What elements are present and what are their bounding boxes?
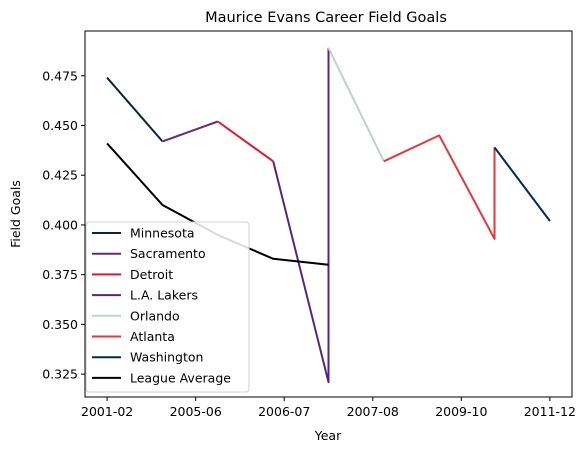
legend-label: Minnesota (130, 226, 195, 241)
legend-label: Sacramento (130, 246, 206, 261)
legend-label: Orlando (130, 308, 180, 323)
legend-label: Detroit (130, 267, 173, 282)
legend-label: League Average (130, 370, 231, 385)
legend-label: Washington (130, 350, 203, 365)
legend-label: Atlanta (130, 329, 175, 344)
plot-frame (84, 30, 573, 398)
series-line-3 (272, 47, 330, 384)
y-tick-label: 0.375 (42, 267, 78, 282)
series-line-1 (162, 120, 219, 143)
legend-label: L.A. Lakers (130, 288, 198, 303)
x-tick-label: 2007-08 (347, 404, 399, 419)
y-axis: 0.325 0.350 0.375 0.400 0.425 0.450 0.475 (42, 68, 85, 382)
x-tick-label: 2001-02 (81, 404, 133, 419)
x-axis: 2001-02 2005-06 2006-07 2007-08 2009-10 2011-… (81, 397, 576, 419)
y-tick-label: 0.425 (42, 168, 78, 183)
legend: Minnesota Sacramento Detroit L.A. Lakers Orl… (85, 221, 250, 393)
chart-title: Maurice Evans Career Field Goals (205, 10, 447, 26)
x-tick-label: 2011-12 (524, 404, 576, 419)
y-tick-label: 0.400 (42, 217, 78, 232)
y-tick-label: 0.475 (42, 68, 78, 83)
x-tick-label: 2005-06 (170, 404, 222, 419)
series-layer (106, 47, 551, 384)
legend-box (85, 221, 250, 393)
series-line-2 (217, 120, 274, 163)
series-line-6 (493, 146, 551, 222)
series-line-5 (383, 134, 496, 240)
x-tick-label: 2006-07 (258, 404, 310, 419)
y-axis-label: Field Goals (8, 180, 23, 248)
y-tick-label: 0.325 (42, 367, 78, 382)
series-line-4 (327, 47, 385, 162)
series-line-0 (106, 77, 164, 143)
x-axis-label: Year (314, 428, 342, 443)
x-tick-label: 2009-10 (435, 404, 487, 419)
y-tick-label: 0.350 (42, 317, 78, 332)
y-tick-label: 0.450 (42, 118, 78, 133)
